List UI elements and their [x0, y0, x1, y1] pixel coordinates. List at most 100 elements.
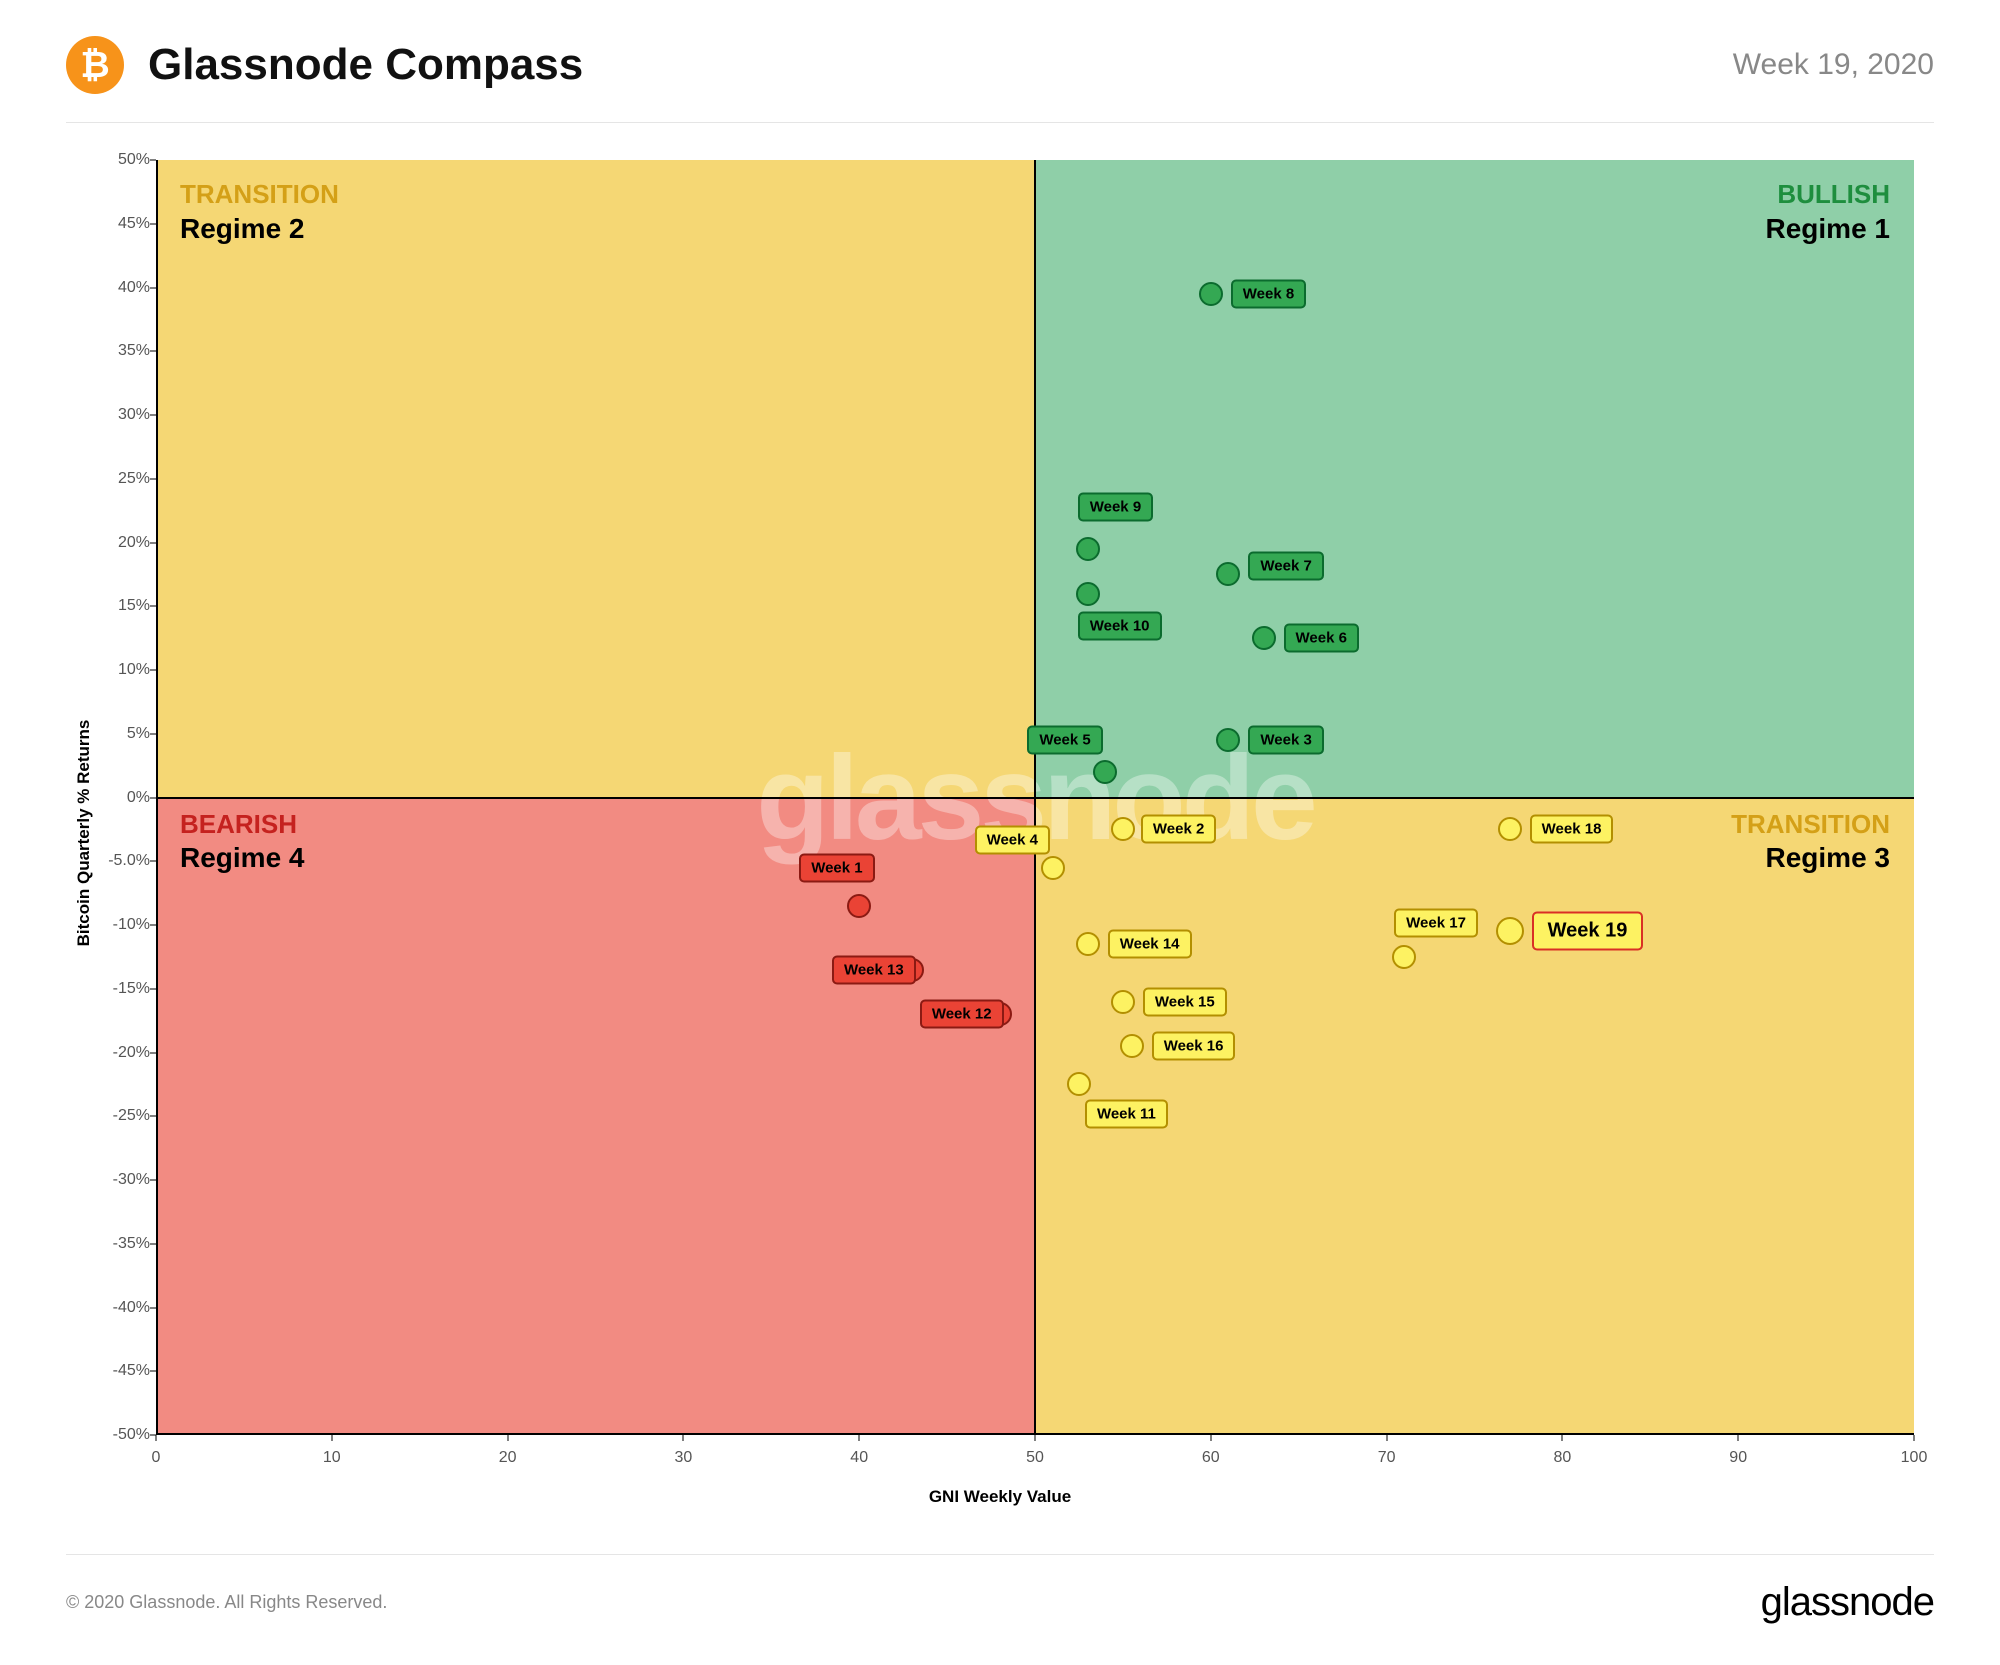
x-tick-mark [1210, 1435, 1211, 1441]
quadrant-subtitle: Regime 2 [180, 211, 339, 246]
page-title: Glassnode Compass [148, 40, 583, 90]
x-tick-label: 60 [1202, 1449, 1220, 1467]
quadrant-title: TRANSITION [180, 178, 339, 211]
data-point [847, 894, 871, 918]
x-tick-label: 90 [1729, 1449, 1747, 1467]
y-tick-label: -30% [66, 1171, 150, 1189]
y-tick-mark [150, 861, 156, 862]
y-tick-mark [150, 351, 156, 352]
data-point [1076, 537, 1100, 561]
y-tick-label: 15% [66, 597, 150, 615]
bitcoin-icon: ₿ [66, 36, 124, 94]
data-point-label: Week 2 [1141, 815, 1216, 844]
brand-logo: glassnode [1761, 1580, 1934, 1625]
y-tick-label: 45% [66, 215, 150, 233]
data-point [1093, 760, 1117, 784]
y-tick-mark [150, 925, 156, 926]
data-point-label: Week 1 [799, 853, 874, 882]
data-point [1041, 856, 1065, 880]
y-tick-label: 20% [66, 534, 150, 552]
y-tick-mark [150, 160, 156, 161]
data-point [1496, 917, 1524, 945]
quadrant-subtitle: Regime 3 [1731, 840, 1890, 875]
y-tick-label: -40% [66, 1299, 150, 1317]
y-tick-label: 50% [66, 151, 150, 169]
footer-divider [66, 1554, 1934, 1555]
y-tick-label: 0% [66, 789, 150, 807]
y-tick-label: -45% [66, 1362, 150, 1380]
y-tick-mark [150, 415, 156, 416]
data-point-label: Week 17 [1394, 908, 1478, 937]
quadrant-label-br: TRANSITIONRegime 3 [1707, 798, 1914, 894]
y-tick-label: 35% [66, 342, 150, 360]
data-point-label: Week 3 [1248, 726, 1323, 755]
y-tick-mark [150, 606, 156, 607]
data-point [1199, 282, 1223, 306]
x-tick-mark [1035, 1435, 1036, 1441]
y-tick-mark [150, 797, 156, 798]
data-point [1216, 562, 1240, 586]
data-point [1216, 728, 1240, 752]
data-point [1392, 945, 1416, 969]
data-point-label: Week 8 [1231, 279, 1306, 308]
y-tick-label: -35% [66, 1235, 150, 1253]
y-tick-mark [150, 1243, 156, 1244]
plot-area: glassnode TRANSITIONRegime 2 BULLISHRegi… [156, 160, 1914, 1435]
x-tick-label: 50 [1026, 1449, 1044, 1467]
data-point-label: Week 5 [1027, 726, 1102, 755]
data-point [1120, 1034, 1144, 1058]
x-tick-mark [331, 1435, 332, 1441]
y-tick-label: -10% [66, 916, 150, 934]
data-point-label: Week 11 [1085, 1100, 1168, 1129]
data-point [1498, 817, 1522, 841]
header: ₿ Glassnode Compass Week 19, 2020 [0, 0, 2000, 122]
quadrant-bl [156, 798, 1035, 1436]
data-point [1252, 626, 1276, 650]
x-tick-mark [1914, 1435, 1915, 1441]
y-tick-mark [150, 1180, 156, 1181]
y-tick-mark [150, 478, 156, 479]
quadrant-title: BULLISH [1766, 178, 1891, 211]
y-tick-label: 30% [66, 406, 150, 424]
data-point [1076, 932, 1100, 956]
data-point-label: Week 13 [832, 955, 916, 984]
quadrant-title: BEARISH [180, 808, 305, 841]
quadrant-label-bl: BEARISHRegime 4 [156, 798, 329, 894]
x-tick-mark [1386, 1435, 1387, 1441]
footer: © 2020 Glassnode. All Rights Reserved. g… [66, 1580, 1934, 1625]
data-point-label: Week 10 [1078, 611, 1162, 640]
x-axis-title: GNI Weekly Value [929, 1487, 1071, 1507]
y-tick-mark [150, 223, 156, 224]
y-tick-mark [150, 1116, 156, 1117]
data-point [1111, 990, 1135, 1014]
y-tick-label: -20% [66, 1044, 150, 1062]
data-point-label: Week 16 [1152, 1032, 1236, 1061]
data-point-label: Week 12 [920, 1000, 1004, 1029]
x-tick-label: 10 [323, 1449, 341, 1467]
y-tick-mark [150, 733, 156, 734]
y-tick-label: -5.0% [66, 852, 150, 870]
data-point-label: Week 15 [1143, 987, 1227, 1016]
y-tick-mark [150, 1052, 156, 1053]
x-tick-mark [683, 1435, 684, 1441]
x-tick-label: 70 [1378, 1449, 1396, 1467]
y-tick-label: 5% [66, 725, 150, 743]
data-point-label-current: Week 19 [1532, 912, 1644, 951]
data-point [1067, 1072, 1091, 1096]
data-point-label: Week 18 [1530, 815, 1614, 844]
quadrant-subtitle: Regime 1 [1766, 211, 1891, 246]
quadrant-subtitle: Regime 4 [180, 840, 305, 875]
y-tick-label: -15% [66, 980, 150, 998]
y-tick-mark [150, 670, 156, 671]
x-tick-label: 100 [1901, 1449, 1928, 1467]
axis-midline-horizontal [156, 797, 1914, 799]
y-tick-label: -50% [66, 1426, 150, 1444]
y-tick-mark [150, 287, 156, 288]
data-point-label: Week 4 [975, 825, 1050, 854]
y-tick-label: 40% [66, 279, 150, 297]
x-tick-label: 80 [1553, 1449, 1571, 1467]
y-tick-mark [150, 1307, 156, 1308]
data-point-label: Week 14 [1108, 930, 1192, 959]
y-tick-label: -25% [66, 1107, 150, 1125]
data-point [1076, 582, 1100, 606]
